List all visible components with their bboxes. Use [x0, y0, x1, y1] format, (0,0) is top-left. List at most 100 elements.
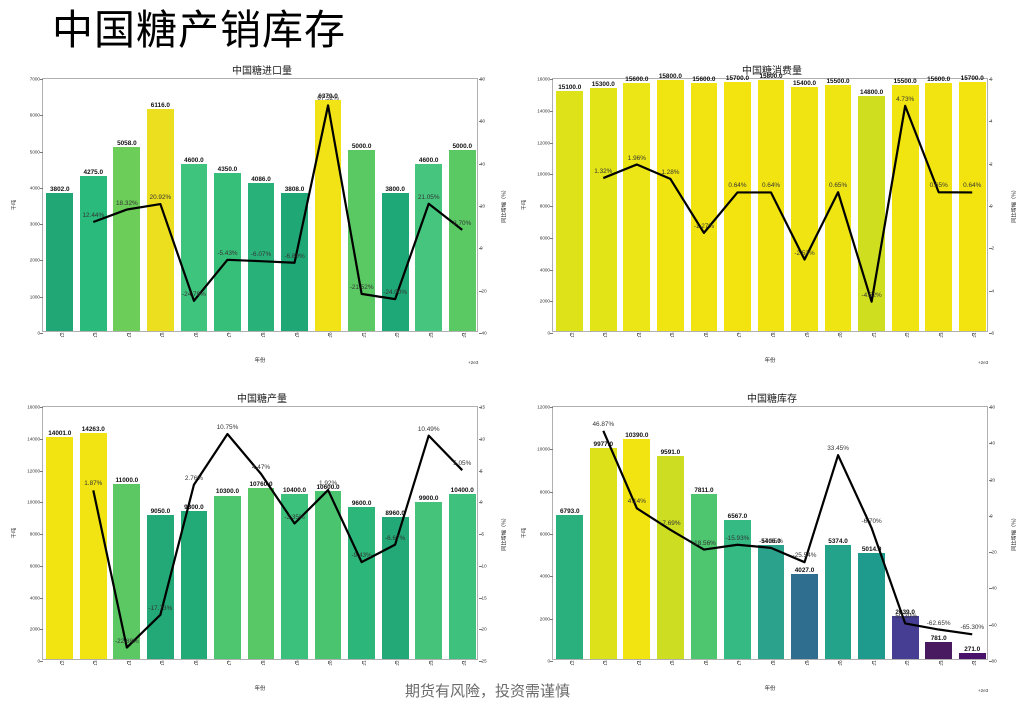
growth-pct-label: -4.52% — [861, 291, 882, 299]
bar — [79, 432, 107, 659]
x-tick-mark — [938, 333, 940, 336]
bar — [925, 83, 953, 331]
growth-pct-label: 46.87% — [592, 420, 615, 428]
y-tick-mark — [40, 151, 43, 153]
bar — [656, 456, 684, 659]
y-tick-label: 4000 — [539, 573, 550, 579]
y2-tick-label: -5 — [480, 531, 485, 537]
x-axis-title: 年份 — [254, 358, 266, 364]
y-axis-title: 千吨 — [11, 527, 18, 539]
growth-pct-label: 8.70% — [453, 219, 472, 227]
bar — [180, 164, 208, 331]
growth-pct-label: 0.64% — [728, 182, 747, 190]
x-tick-mark — [395, 661, 397, 664]
growth-pct-label: -9.43% — [351, 552, 372, 560]
y-tick-label: 6000 — [539, 235, 550, 241]
bar-value-label: 10600.0 — [316, 483, 340, 491]
y2-tick-mark — [989, 79, 992, 80]
bar — [690, 493, 718, 659]
bar-value-label: 5374.0 — [828, 538, 848, 546]
x-tick-mark — [972, 333, 974, 336]
bar — [381, 516, 409, 659]
chart-title-stock: 中国糖库存 — [747, 394, 797, 405]
x-tick-mark — [737, 333, 739, 336]
y-tick-mark — [550, 618, 553, 620]
y-tick-mark — [40, 438, 43, 440]
growth-pct-label: 12.44% — [82, 212, 105, 219]
y2-tick-mark — [989, 290, 992, 292]
growth-pct-label: -65.30% — [960, 624, 985, 632]
growth-pct-label: -21.52% — [349, 283, 374, 291]
bar-value-label: 9300.0 — [184, 504, 204, 512]
chart-title-consumption: 中国糖消费量 — [742, 66, 802, 77]
y2-tick-label: 60 — [480, 118, 486, 124]
y2-axis-title: 同比增幅（%） — [501, 515, 508, 551]
y2-tick-mark — [479, 163, 482, 165]
y-tick-mark — [40, 502, 43, 504]
bar-value-label: 5058.0 — [117, 140, 137, 148]
bar — [314, 490, 342, 659]
x-tick-mark — [569, 661, 571, 664]
y-tick-mark — [40, 260, 43, 262]
chart-panel-import: 中国糖进口量 0 1000 2000 3000 4000 5000 6000 7000 -40 -2… — [12, 62, 512, 370]
y-tick-mark — [40, 407, 43, 408]
y2-tick-mark — [479, 565, 482, 567]
y2-tick-label: -60 — [990, 622, 997, 628]
bar — [415, 501, 443, 659]
bar-value-label: 15500.0 — [826, 77, 850, 85]
y-tick-label: 2000 — [539, 298, 550, 304]
bar-value-label: 15800.0 — [658, 73, 682, 81]
y-tick-label: 16000 — [27, 404, 40, 410]
y2-tick-label: 10 — [480, 436, 486, 442]
growth-pct-label: -15.93% — [725, 534, 750, 542]
bar — [958, 81, 986, 331]
y2-tick-label: -80 — [990, 658, 997, 664]
x-tick-mark — [838, 333, 840, 336]
growth-pct-label: -1.27% — [693, 222, 715, 230]
bar — [858, 96, 886, 331]
y-tick-mark — [550, 142, 553, 144]
growth-pct-label: -2.53% — [794, 249, 815, 257]
x-tick-mark — [361, 661, 363, 664]
y-tick-mark — [40, 629, 43, 631]
y-tick-label: 16000 — [537, 76, 550, 82]
bar-value-label: 14001.0 — [48, 429, 72, 437]
y-tick-mark — [550, 449, 553, 451]
y-tick-mark — [550, 661, 553, 662]
y-tick-label: 4000 — [29, 595, 40, 600]
y2-tick-mark — [479, 206, 482, 207]
bar — [214, 495, 241, 659]
y-tick-label: 14000 — [27, 436, 40, 442]
bar-value-label: 9600.0 — [351, 499, 372, 507]
y-tick-label: 12000 — [537, 404, 550, 410]
y-tick-label: 2000 — [29, 626, 40, 632]
x-tick-mark — [972, 661, 974, 664]
y-tick-label: 6000 — [539, 531, 550, 537]
bar-value-label: 15100.0 — [558, 84, 582, 92]
x-tick-mark — [126, 661, 128, 664]
x-tick-mark — [938, 661, 940, 664]
growth-rate-line — [92, 104, 463, 302]
x-tick-mark — [462, 333, 464, 336]
growth-pct-label: 10.75% — [216, 423, 239, 431]
x-tick-mark — [193, 661, 195, 664]
bar — [623, 439, 651, 659]
bar-value-label: 3808.0 — [284, 185, 305, 193]
y-tick-mark — [550, 534, 553, 535]
y2-tick-mark — [479, 661, 482, 662]
y2-tick-label: -40 — [990, 585, 997, 591]
y-tick-label: 0 — [547, 330, 550, 336]
growth-pct-label: 1.92% — [319, 480, 338, 488]
y2-tick-mark — [479, 502, 482, 504]
growth-pct-label: -3.35% — [284, 513, 305, 521]
growth-pct-label: 2.76% — [184, 474, 203, 482]
y-tick-label: 2000 — [29, 257, 40, 263]
x-tick-mark — [636, 333, 638, 336]
growth-pct-label: 67.52% — [317, 95, 339, 103]
y-tick-label: 4000 — [29, 185, 40, 191]
bar-value-label: 15600.0 — [927, 76, 951, 84]
x-tick-mark — [771, 333, 772, 336]
growth-pct-label: 18.32% — [116, 199, 138, 207]
growth-pct-label: 1.32% — [594, 168, 613, 176]
y2-tick-label: -15 — [480, 595, 487, 600]
